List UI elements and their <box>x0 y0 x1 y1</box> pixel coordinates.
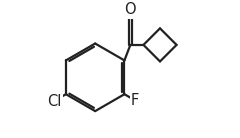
Text: F: F <box>131 93 139 108</box>
Text: Cl: Cl <box>47 94 61 109</box>
Text: O: O <box>125 2 136 17</box>
